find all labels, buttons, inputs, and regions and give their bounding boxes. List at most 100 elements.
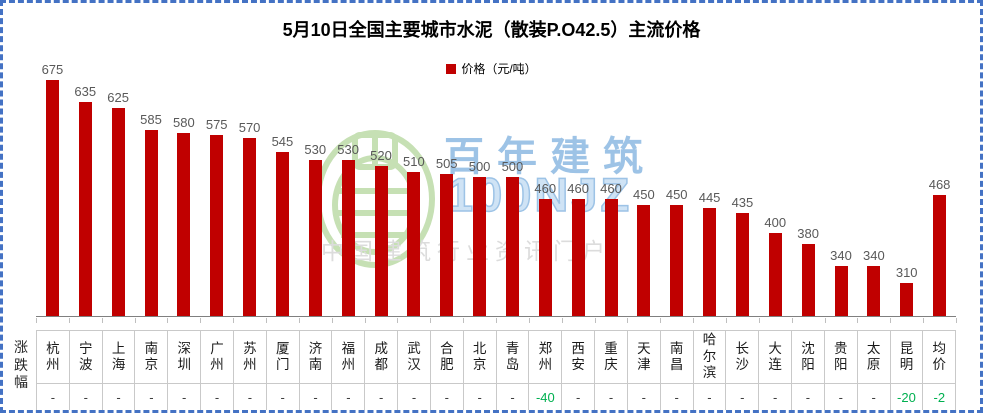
price-value-label: 570 <box>238 120 261 135</box>
city-cell: 上海 <box>103 331 136 383</box>
axis-tick <box>758 318 760 323</box>
legend-label: 价格（元/吨） <box>461 62 537 76</box>
axis-tick <box>364 318 366 323</box>
axis-tick <box>956 318 957 323</box>
city-cell: 太原 <box>858 331 891 383</box>
city-cell: 西安 <box>562 331 596 383</box>
axis-tick <box>101 318 103 323</box>
price-bar <box>177 133 191 316</box>
axis-tick <box>331 318 333 323</box>
axis-tick <box>890 318 892 323</box>
price-value-label: 500 <box>501 159 524 174</box>
city-name: 南昌 <box>669 340 684 372</box>
city-name: 太原 <box>866 340 881 372</box>
city-cell: 广州 <box>201 331 234 383</box>
axis-tick <box>528 318 530 323</box>
price-value-label: 585 <box>140 112 162 127</box>
axis-tick <box>726 318 727 323</box>
axis-tick <box>298 318 300 323</box>
axis-tick <box>463 318 465 323</box>
axis-tick <box>561 318 563 323</box>
change-cell: - <box>103 384 136 410</box>
change-cell: - <box>825 384 858 410</box>
axis-tick <box>824 318 826 323</box>
city-cell: 武汉 <box>398 331 431 383</box>
city-cell: 深圳 <box>168 331 202 383</box>
city-cell: 郑州 <box>529 331 563 383</box>
city-cell: 沈阳 <box>792 331 825 383</box>
axis-tick <box>397 318 399 323</box>
city-cell: 均价 <box>923 331 957 383</box>
city-name: 厦门 <box>275 340 290 372</box>
city-name: 合肥 <box>440 340 454 372</box>
price-bar <box>505 177 519 316</box>
city-name: 重庆 <box>604 340 618 372</box>
city-cell: 贵阳 <box>825 331 858 383</box>
axis-tick <box>233 318 235 323</box>
city-cell: 青岛 <box>497 331 530 383</box>
price-bar <box>45 80 59 316</box>
price-bar <box>275 152 289 316</box>
price-value-label: 445 <box>698 190 721 205</box>
price-value-label: 310 <box>895 265 918 280</box>
city-name: 贵阳 <box>834 340 848 372</box>
price-value-label: 340 <box>830 248 852 263</box>
price-value-label: 460 <box>534 181 557 196</box>
change-row-label: 涨跌幅 <box>14 339 28 390</box>
price-value-label: 468 <box>928 177 951 192</box>
axis-tick <box>496 318 497 323</box>
city-name: 广州 <box>210 340 224 372</box>
price-bar <box>768 233 782 316</box>
change-cell: - <box>858 384 891 410</box>
price-value-label: 500 <box>468 159 491 174</box>
change-cell: - <box>365 384 399 410</box>
price-value-label: 435 <box>731 195 754 210</box>
price-bar <box>801 244 815 316</box>
price-value-label: 460 <box>567 181 589 196</box>
city-cell: 厦门 <box>267 331 300 383</box>
axis-tick <box>627 318 629 323</box>
change-cell: - <box>497 384 530 410</box>
price-bar <box>374 166 388 316</box>
price-value-label: 380 <box>797 226 819 241</box>
axis-tick <box>791 318 793 323</box>
price-value-label: 520 <box>370 148 392 163</box>
change-cell: - <box>70 384 103 410</box>
price-value-label: 545 <box>271 134 294 149</box>
price-value-label: 510 <box>402 154 425 169</box>
change-cell: - <box>792 384 825 410</box>
axis-tick <box>594 318 596 323</box>
axis-tick <box>660 318 662 323</box>
price-bar <box>900 283 914 316</box>
city-cell: 南昌 <box>661 331 694 383</box>
change-row: - - - - - - - - - - - - - - - -40- - - - - - - - - - -20 -2 <box>36 383 957 410</box>
axis-tick <box>266 318 267 323</box>
axis-tick <box>693 318 695 323</box>
chart-title: 5月10日全国主要城市水泥（散装P.O42.5）主流价格 <box>282 20 701 40</box>
price-value-label: 460 <box>600 181 622 196</box>
city-name: 杭州 <box>46 340 60 372</box>
price-value-label: 625 <box>107 90 129 105</box>
price-value-label: 400 <box>764 215 787 230</box>
price-bar <box>604 199 618 316</box>
price-bar <box>571 199 585 316</box>
price-bar <box>407 172 421 316</box>
price-value-label: 450 <box>632 187 655 202</box>
change-cell: - <box>332 384 366 410</box>
change-cell: - <box>726 384 760 410</box>
city-name: 上海 <box>111 340 126 372</box>
change-cell: - <box>562 384 596 410</box>
city-cell: 合肥 <box>431 331 464 383</box>
change-cell: - <box>661 384 694 410</box>
city-cell: 济南 <box>300 331 333 383</box>
city-name: 宁波 <box>78 340 93 372</box>
change-cell: - <box>234 384 267 410</box>
price-bar <box>473 177 487 316</box>
change-cell: - <box>694 384 727 410</box>
price-bar <box>538 199 552 316</box>
change-cell: - <box>300 384 333 410</box>
axis-tick <box>923 318 925 323</box>
watermark-tagline-text: 中国建筑行业资讯门户 <box>321 238 611 264</box>
price-bar <box>703 208 717 316</box>
